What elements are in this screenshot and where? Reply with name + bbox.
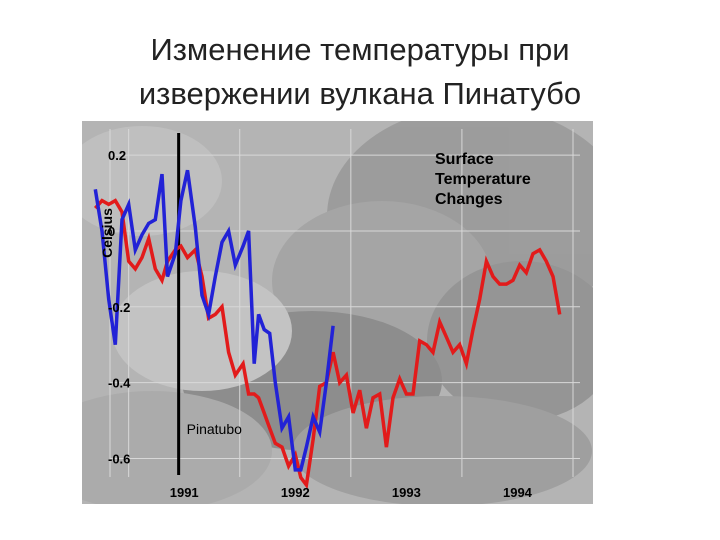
y-tick-label: -0.4	[108, 376, 131, 391]
slide-title-line-1: Изменение температуры при	[150, 32, 570, 67]
chart-title-line-3: Changes	[435, 191, 503, 208]
y-tick-label: -0.2	[108, 300, 130, 315]
x-tick-label: 1992	[281, 485, 310, 500]
x-tick-label: 1994	[503, 485, 533, 500]
chart-title-line-1: Surface	[435, 151, 494, 168]
chart-grid	[109, 129, 580, 477]
y-tick-label: -0.6	[108, 451, 130, 466]
series-lines	[93, 169, 562, 490]
slide-title: Изменение температуры при извержении вул…	[0, 28, 720, 116]
x-tick-label: 1993	[392, 485, 421, 500]
pinatubo-marker: Pinatubo	[177, 133, 242, 475]
temperature-chart: Pinatubo 0.2 0 -0.2 -0.4 -0.6 1991 1992 1993 199…	[82, 121, 593, 504]
axis-ticks: 0.2 0 -0.2 -0.4 -0.6 1991 1992 1993 1994	[108, 148, 533, 500]
x-tick-label: 1991	[170, 485, 199, 500]
y-tick-label: 0	[108, 224, 115, 239]
slide-title-line-2: извержении вулкана Пинатубо	[138, 76, 582, 111]
pinatubo-label: Pinatubo	[187, 421, 242, 437]
y-axis-label: Celsius	[99, 208, 115, 258]
chart-title-line-2: Temperature	[435, 171, 531, 188]
series-line	[93, 169, 335, 472]
chart-title: Surface Temperature Changes	[435, 151, 535, 208]
y-tick-label: 0.2	[108, 148, 126, 163]
